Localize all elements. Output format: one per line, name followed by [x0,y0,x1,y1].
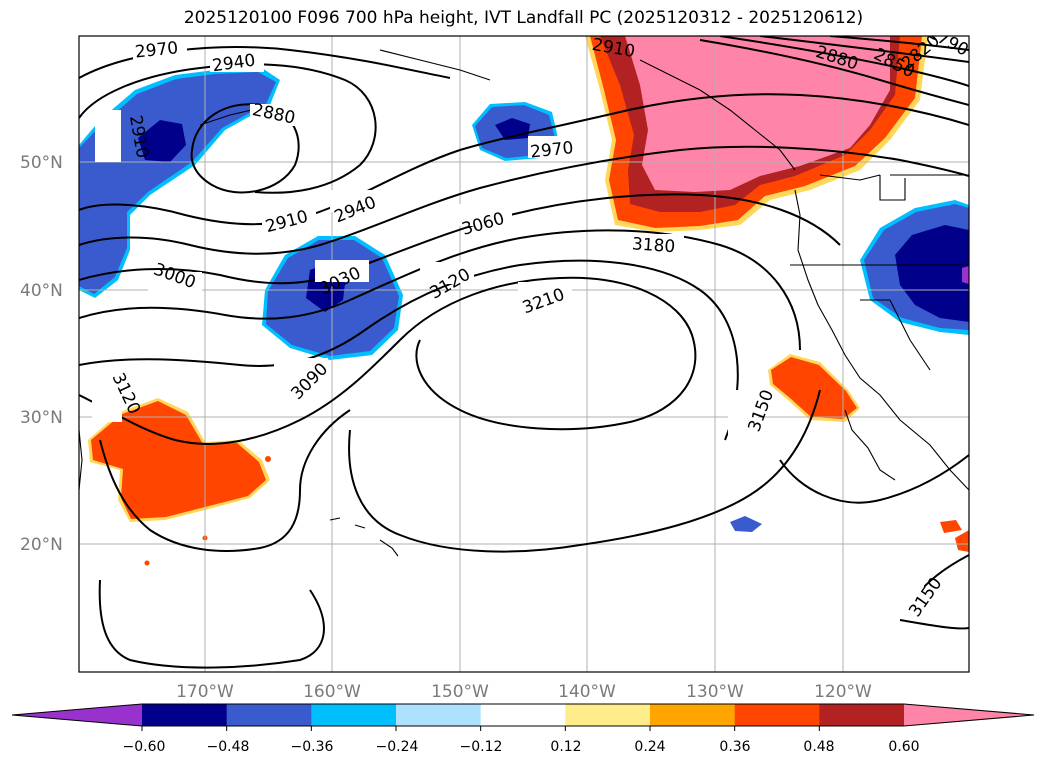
colorbar-tick-label: 0.48 [803,739,834,755]
lon-label: 140°W [558,682,616,702]
colorbar-tick-label: −0.36 [291,739,334,755]
colorbar-tick-label: −0.12 [460,739,503,755]
colorbar-segment [565,704,651,726]
lon-label: 170°W [176,682,234,702]
colorbar-segment [311,704,397,726]
contour-label: 2970 [134,38,179,62]
lat-label: 30°N [20,408,63,428]
colorbar-tick-label: −0.48 [207,739,250,755]
colorbar-segment [650,704,736,726]
colorbar-ticks: −0.60 −0.48 −0.36 −0.24 −0.12 0.12 0.24 … [123,739,920,755]
colorbar-segment [819,704,905,726]
colorbar-segment [12,704,142,726]
lon-label: 160°W [303,682,361,702]
colorbar-tick-label: −0.60 [123,739,166,755]
colorbar-segment [226,704,312,726]
coastlines [79,49,969,557]
colorbar-segment [396,704,482,726]
colorbar-segment [734,704,820,726]
latitude-labels: 50°N 40°N 30°N 20°N [20,153,63,555]
colorbar-tick-label: −0.24 [376,739,419,755]
map-title: 2025120100 F096 700 hPa height, IVT Land… [183,8,864,28]
colorbar-tick-label: 0.36 [719,739,750,755]
colorbar-tick-label: 0.24 [634,739,665,755]
colorbar-segment [480,704,566,726]
colorbar-tick-label: 0.12 [550,739,581,755]
lat-label: 20°N [20,535,63,555]
lat-label: 40°N [20,281,63,301]
colorbar-segment [904,704,1034,726]
contour-label: 3180 [631,234,676,257]
colorbar [11,703,1035,731]
colorbar-segment [142,704,228,726]
lon-label: 150°W [431,682,489,702]
map-frame [78,35,970,673]
colorbar-tick-label: 0.60 [888,739,919,755]
longitude-labels: 170°W 160°W 150°W 140°W 130°W 120°W [176,682,872,702]
map-gridlines [79,36,969,672]
lat-label: 50°N [20,153,63,173]
lon-label: 120°W [814,682,872,702]
lon-label: 130°W [686,682,744,702]
contour-label: 2970 [529,138,574,162]
map-area: 2970 2940 2880 2910 2940 2910 2970 3060 … [79,36,969,672]
